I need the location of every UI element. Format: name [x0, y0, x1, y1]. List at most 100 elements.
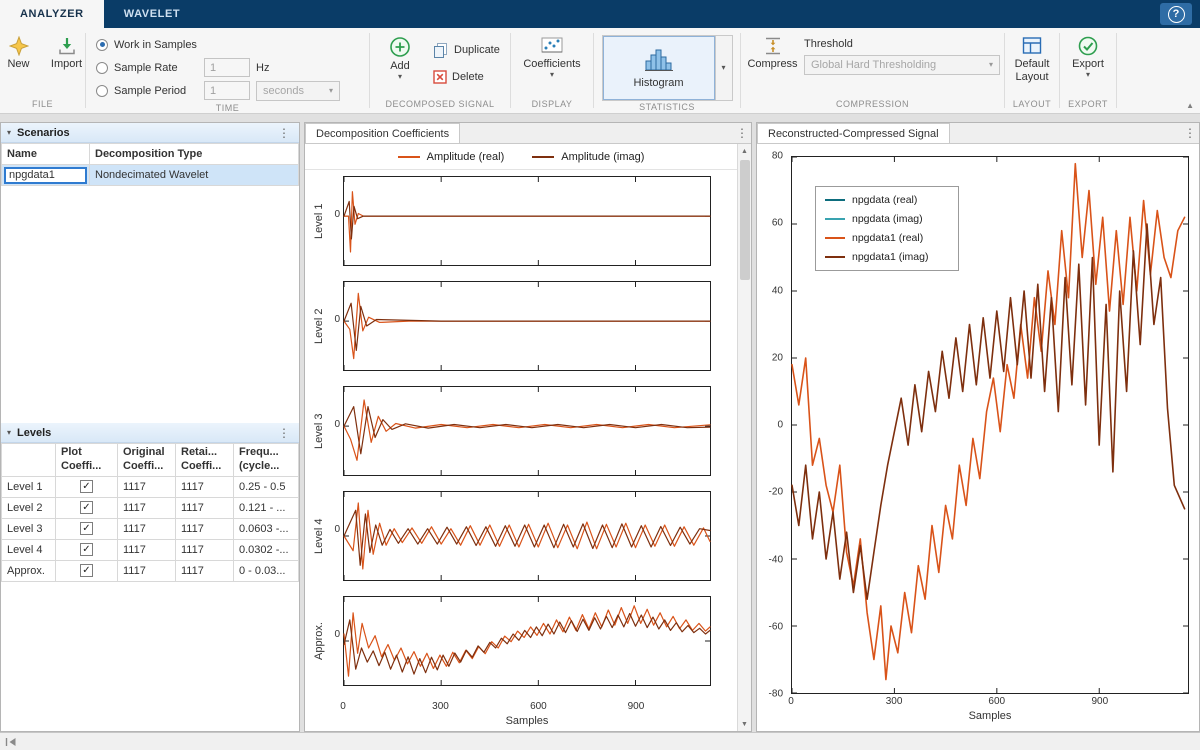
scenarios-header[interactable]: ▾ Scenarios ⋮: [1, 123, 299, 143]
sample-period-label: Sample Period: [114, 85, 198, 97]
tab-decomposition-coefficients[interactable]: Decomposition Coefficients: [305, 123, 460, 143]
xtick-label: 0: [788, 696, 794, 707]
level-2-plot-row: Level 2 0: [311, 281, 737, 371]
levels-col-retained: Retai...Coeffi...: [176, 444, 234, 477]
sample-period-input[interactable]: 1: [204, 81, 250, 100]
decomposition-xtick-labels: 0 300 600 900: [343, 701, 711, 714]
legend-line-swatch: [825, 199, 845, 201]
left-panel-spacer: [1, 186, 299, 423]
scenario-name-cell[interactable]: npgdata1: [4, 167, 87, 184]
plot-coefficients-checkbox[interactable]: ✓: [80, 543, 93, 556]
scrollbar-thumb[interactable]: [740, 160, 750, 280]
toolbar-divider: [1116, 33, 1117, 108]
levels-menu-button[interactable]: ⋮: [275, 426, 293, 440]
coefficients-icon: [541, 36, 563, 56]
frequency-range: 0.0603 -...: [234, 518, 299, 539]
help-button[interactable]: ?: [1160, 3, 1192, 25]
scenario-row[interactable]: npgdata1 Nondecimated Wavelet: [2, 165, 299, 186]
ytick-label: -40: [769, 554, 783, 565]
legend-line-swatch: [398, 156, 420, 158]
section-label-display: DISPLAY: [511, 98, 593, 113]
threshold-dropdown[interactable]: Global Hard Thresholding ▾: [804, 55, 1000, 75]
ytick-label: 0: [334, 209, 340, 220]
decomposition-scrollbar[interactable]: ▲ ▼: [737, 144, 751, 731]
compress-icon: [763, 36, 783, 56]
expander-icon: ▾: [7, 128, 11, 137]
levels-col-frequency: Frequ...(cycle...: [234, 444, 299, 477]
legend-item-imag: Amplitude (imag): [532, 151, 644, 163]
plot-coefficients-checkbox[interactable]: ✓: [80, 522, 93, 535]
histogram-button-label: Histogram: [633, 77, 683, 89]
level-name: Level 2: [2, 497, 56, 518]
delete-button-label: Delete: [452, 71, 484, 83]
help-icon: ?: [1168, 6, 1185, 23]
level-name: Level 1: [2, 476, 56, 497]
collapse-toolstrip-icon[interactable]: ▲: [1186, 101, 1194, 110]
level-2-ylabel: Level 2: [311, 281, 327, 371]
retained-coefficients: 1117: [176, 539, 234, 560]
chevron-down-icon: ▾: [989, 62, 993, 68]
import-button-label: Import: [51, 58, 82, 70]
sample-period-radio[interactable]: [96, 85, 108, 97]
scroll-down-icon[interactable]: ▼: [738, 717, 751, 731]
level-3-coefficients-plot: [343, 386, 711, 476]
xtick-label: 900: [628, 701, 645, 712]
legend-label: Amplitude (real): [427, 151, 505, 163]
decomposition-menu-button[interactable]: ⋮: [733, 123, 751, 143]
coefficients-button[interactable]: Coefficients ▾: [517, 33, 586, 81]
level-row-3: Level 3 ✓ 1117 1117 0.0603 -...: [2, 518, 299, 539]
level-row-approx: Approx. ✓ 1117 1117 0 - 0.03...: [2, 560, 299, 581]
chevron-down-icon: ▾: [550, 72, 554, 78]
import-button[interactable]: Import: [45, 33, 89, 73]
plot-coefficients-checkbox[interactable]: ✓: [80, 501, 93, 514]
level-3-plot-row: Level 3 0: [311, 386, 737, 476]
levels-col-plot: PlotCoeffi...: [56, 444, 118, 477]
frequency-range: 0.0302 -...: [234, 539, 299, 560]
default-layout-button-label: Default Layout: [1009, 58, 1055, 84]
add-button[interactable]: Add ▾: [378, 33, 422, 83]
scenarios-menu-button[interactable]: ⋮: [275, 126, 293, 140]
xtick-label: 300: [432, 701, 449, 712]
gallery-dropdown-button[interactable]: ▾: [715, 36, 732, 100]
levels-col-blank: [2, 444, 56, 477]
section-label-layout: LAYOUT: [1005, 98, 1059, 113]
collapse-panel-icon[interactable]: [5, 737, 17, 747]
histogram-button[interactable]: Histogram: [603, 36, 715, 100]
compress-button[interactable]: Compress: [749, 33, 796, 73]
delete-button[interactable]: Delete: [428, 64, 505, 89]
scenario-type-cell: Nondecimated Wavelet: [90, 165, 299, 186]
levels-header[interactable]: ▾ Levels ⋮: [1, 423, 299, 443]
scenarios-col-type: Decomposition Type: [90, 144, 299, 165]
legend-label: npgdata (imag): [852, 213, 923, 225]
scenarios-col-name: Name: [2, 144, 90, 165]
ytick-label: 0: [777, 420, 783, 431]
sample-rate-radio[interactable]: [96, 62, 108, 74]
tab-reconstructed-compressed-signal[interactable]: Reconstructed-Compressed Signal: [757, 123, 950, 143]
tab-analyzer[interactable]: ANALYZER: [0, 0, 104, 28]
threshold-dropdown-value: Global Hard Thresholding: [811, 59, 936, 71]
reconstructed-xlabel: Samples: [791, 710, 1189, 722]
legend-line-swatch: [825, 218, 845, 220]
tab-wavelet[interactable]: WAVELET: [104, 0, 201, 28]
ytick-label: 40: [772, 285, 783, 296]
original-coefficients: 1117: [118, 518, 176, 539]
export-button[interactable]: Export ▾: [1066, 33, 1110, 81]
sample-rate-input[interactable]: 1: [204, 58, 250, 77]
sample-period-unit-dropdown[interactable]: seconds ▾: [256, 81, 340, 101]
plot-coefficients-checkbox[interactable]: ✓: [80, 564, 93, 577]
level-1-ylabel: Level 1: [311, 176, 327, 266]
level-name: Approx.: [2, 560, 56, 581]
sample-rate-unit: Hz: [256, 62, 269, 74]
scroll-up-icon[interactable]: ▲: [738, 144, 751, 158]
reconstructed-menu-button[interactable]: ⋮: [1181, 123, 1199, 143]
toolstrip: New Import FILE Work in Samples Sample R…: [0, 28, 1200, 114]
work-in-samples-radio[interactable]: Work in Samples: [96, 33, 365, 56]
default-layout-button[interactable]: Default Layout: [1007, 33, 1057, 87]
duplicate-button[interactable]: Duplicate: [428, 37, 505, 62]
new-button[interactable]: New: [0, 33, 41, 73]
plot-coefficients-checkbox[interactable]: ✓: [80, 480, 93, 493]
sample-period-unit-value: seconds: [263, 85, 304, 97]
section-label-file: FILE: [0, 98, 85, 113]
chevron-down-icon: ▾: [398, 74, 402, 80]
original-coefficients: 1117: [118, 539, 176, 560]
